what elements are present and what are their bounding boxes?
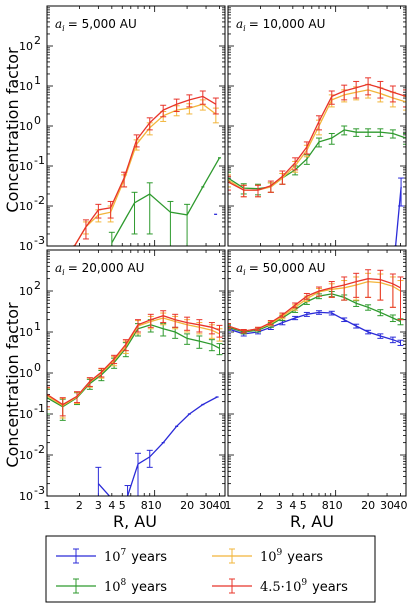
series-1 (108, 157, 221, 246)
series-line (228, 83, 406, 191)
y-tick-exponent: -1 (34, 402, 45, 415)
series-line (228, 280, 401, 332)
series-0 (394, 177, 405, 246)
series-1 (228, 125, 406, 196)
y-tick-label: 10 (19, 449, 33, 462)
x-tick-label: 4 (108, 499, 115, 512)
x-tick-label: 20 (180, 499, 194, 512)
y-tick-label: 10 (19, 367, 33, 380)
legend: 107 years 109 years 108 years 4.5·109 years (45, 535, 376, 603)
series-line (47, 324, 220, 408)
series-line (228, 129, 406, 190)
series-line (73, 95, 217, 246)
y-axis-label-bottom: Concentration factor (3, 302, 22, 468)
x-tick-label: 3 (95, 499, 102, 512)
panel-a-50000: 1 2 3 4 5 8 10 20 30 40 ai = 50,000 AU (225, 249, 407, 512)
x-tick-label: 5 (119, 499, 126, 512)
series-line (97, 396, 218, 496)
series-3 (72, 90, 219, 246)
series-line (228, 311, 401, 344)
y-tick-exponent: 0 (34, 361, 41, 374)
series-line (394, 186, 402, 246)
y-tick-label: 10 (19, 120, 33, 133)
x-axis-label-right: R, AU (290, 512, 334, 531)
y-tick-label: 10 (19, 40, 33, 53)
y-tick-exponent: 1 (34, 74, 41, 87)
y-tick-label: 10 (19, 160, 33, 173)
legend-label: 109 years (260, 548, 323, 565)
y-tick-label: 10 (19, 408, 33, 421)
y-tick-label: 10 (19, 200, 33, 213)
y-tick-exponent: -1 (34, 154, 45, 167)
y-tick-label: 10 (19, 326, 33, 339)
x-tick-label: 10 (148, 499, 162, 512)
legend-entry-3: 4.5·109 years (212, 578, 348, 595)
series-line (228, 278, 401, 332)
x-tick-label: 8 (322, 499, 329, 512)
x-tick-label: 1 (225, 499, 232, 512)
y-tick-label: 10 (19, 80, 33, 93)
y-tick-exponent: -3 (34, 484, 45, 497)
legend-entry-0: 107 years (56, 548, 167, 565)
x-tick-label: 2 (257, 499, 264, 512)
panel-label: ai = 5,000 AU (55, 17, 137, 33)
series-line (73, 103, 217, 246)
x-tick-label: 4 (289, 499, 296, 512)
x-tick-label: 10 (329, 499, 343, 512)
y-tick-exponent: -2 (34, 443, 45, 456)
legend-entry-1: 109 years (212, 548, 323, 565)
y-axis-label-top: Concentration factor (3, 47, 22, 213)
x-tick-label: 40 (212, 499, 226, 512)
x-tick-label: 40 (393, 499, 407, 512)
series-3 (47, 310, 223, 417)
x-tick-label: 5 (300, 499, 307, 512)
y-tick-exponent: 2 (34, 34, 41, 47)
y-tick-exponent: 2 (34, 279, 41, 292)
y-tick-exponent: 1 (34, 320, 41, 333)
series-3 (228, 269, 404, 334)
legend-label: 4.5·109 years (260, 578, 348, 595)
y-tick-label: 10 (19, 285, 33, 298)
series-line (228, 89, 406, 191)
panel-label: ai = 20,000 AU (55, 261, 144, 277)
x-tick-label: 2 (76, 499, 83, 512)
series-2 (228, 83, 406, 198)
series-2 (228, 272, 404, 334)
y-tick-exponent: -3 (34, 234, 45, 247)
panel-label: ai = 10,000 AU (236, 17, 325, 33)
x-tick-label: 30 (199, 499, 213, 512)
legend-entry-2: 108 years (56, 578, 167, 595)
x-tick-label: 3 (276, 499, 283, 512)
series-3 (228, 77, 406, 198)
panel-frame (46, 249, 226, 497)
series-line (47, 317, 220, 407)
panel-frame (227, 5, 407, 247)
legend-label: 108 years (104, 578, 167, 595)
panel-a-10000: ai = 10,000 AU (227, 5, 407, 247)
legend-label: 107 years (104, 548, 167, 565)
y-tick-label: 10 (19, 240, 33, 253)
legend-frame (45, 535, 376, 603)
x-tick-label: 30 (380, 499, 394, 512)
y-tick-exponent: -2 (34, 194, 45, 207)
series-line (47, 315, 220, 406)
x-tick-label: 1 (44, 499, 51, 512)
panel-frame (46, 5, 226, 247)
y-tick-exponent: 0 (34, 114, 41, 127)
series-0 (95, 396, 219, 496)
y-tick-label: 10 (19, 490, 33, 503)
x-tick-label: 20 (361, 499, 375, 512)
series-0 (228, 310, 404, 346)
panel-frame (227, 249, 407, 497)
x-tick-label: 8 (141, 499, 148, 512)
panel-label: ai = 50,000 AU (236, 261, 325, 277)
series-2 (72, 99, 219, 246)
x-axis-label-left: R, AU (113, 512, 157, 531)
